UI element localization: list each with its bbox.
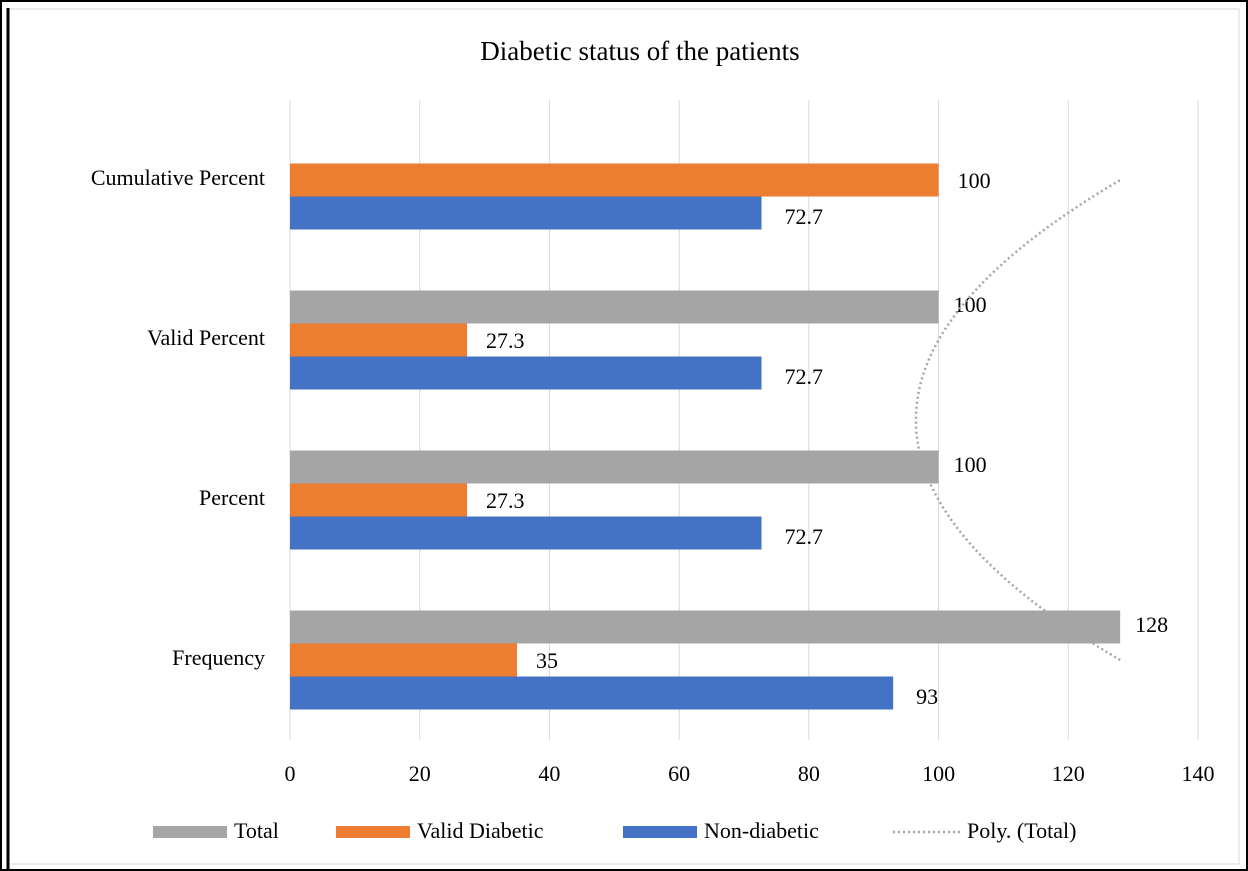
x-tick-label: 120: [1052, 761, 1085, 786]
data-label: 35: [536, 648, 558, 673]
bar: [290, 676, 894, 710]
legend-label: Non-diabetic: [704, 818, 819, 843]
y-tick-label: Frequency: [172, 645, 265, 670]
bar: [290, 483, 468, 517]
legend-swatch: [153, 826, 227, 838]
legend-label: Valid Diabetic: [417, 818, 544, 843]
x-tick-label: 100: [922, 761, 955, 786]
bar: [290, 356, 762, 390]
x-tick-label: 40: [538, 761, 560, 786]
x-tick-label: 0: [285, 761, 296, 786]
data-label: 27.3: [486, 488, 525, 513]
bar: [290, 323, 468, 357]
bar: [290, 163, 939, 197]
y-tick-label: Percent: [199, 485, 265, 510]
data-label: 93: [916, 684, 938, 709]
data-label: 100: [958, 168, 991, 193]
bar: [290, 643, 517, 677]
data-label: 100: [954, 292, 987, 317]
bar: [290, 450, 939, 484]
legend-swatch: [336, 826, 410, 838]
bar: [290, 516, 762, 550]
chart-title: Diabetic status of the patients: [480, 36, 799, 66]
x-tick-label: 140: [1182, 761, 1215, 786]
legend-label: Total: [234, 818, 279, 843]
bar: [290, 196, 762, 230]
data-label: 72.7: [785, 204, 824, 229]
legend-swatch: [623, 826, 697, 838]
bar: [290, 610, 1121, 644]
y-tick-label: Valid Percent: [147, 325, 265, 350]
data-label: 128: [1135, 612, 1168, 637]
data-label: 72.7: [785, 524, 824, 549]
data-label: 100: [954, 452, 987, 477]
bar: [290, 290, 939, 324]
y-tick-label: Cumulative Percent: [91, 165, 265, 190]
data-label: 27.3: [486, 328, 525, 353]
legend-label: Poly. (Total): [967, 818, 1076, 843]
x-tick-label: 60: [668, 761, 690, 786]
data-label: 72.7: [785, 364, 824, 389]
x-tick-label: 20: [409, 761, 431, 786]
x-tick-label: 80: [798, 761, 820, 786]
